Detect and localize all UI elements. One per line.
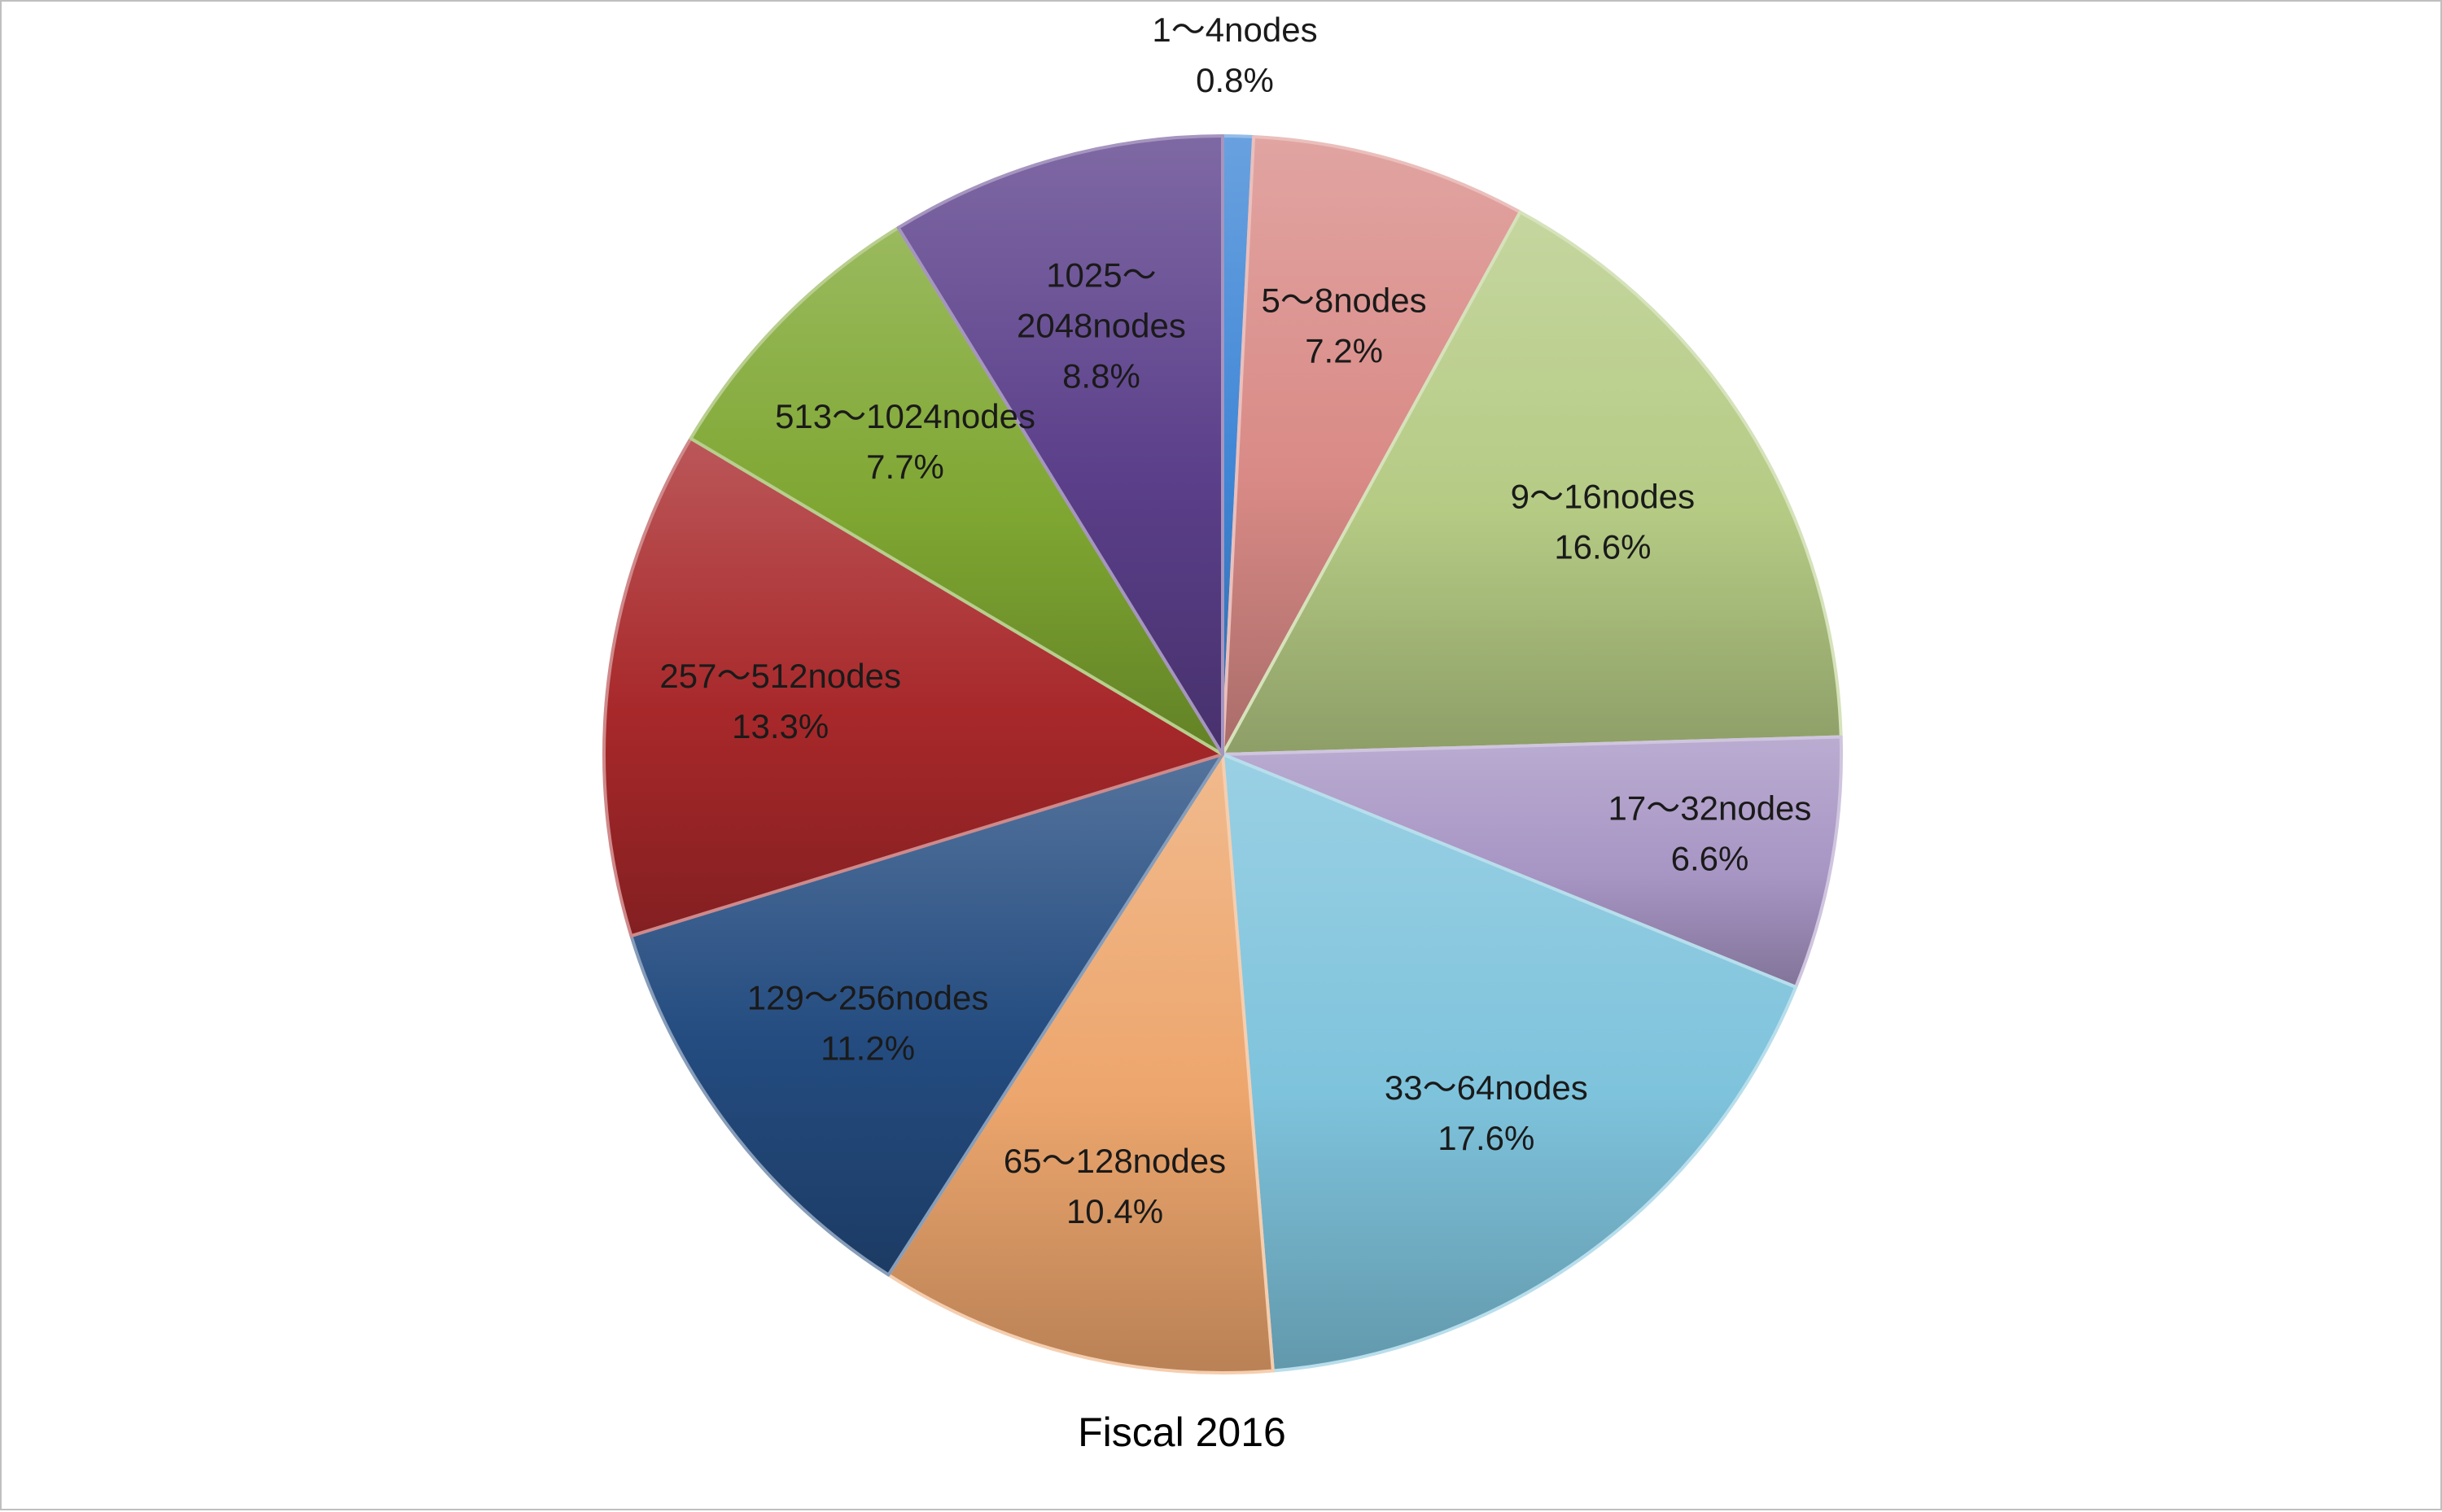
slice-name: 1025～ bbox=[1046, 256, 1156, 294]
pie-slice-129～256nodes bbox=[629, 753, 1224, 1277]
slice-name: 2048nodes bbox=[1017, 306, 1186, 344]
slice-name: 9～16nodes bbox=[1511, 478, 1696, 516]
slice-label: 5～8nodes 7.2% bbox=[1261, 281, 1426, 369]
pie-slice-9～16nodes bbox=[1221, 210, 1843, 756]
slice-name: 17～32nodes bbox=[1608, 789, 1812, 827]
slice-name: 33～64nodes bbox=[1385, 1068, 1588, 1107]
pie-slice-33～64nodes bbox=[1221, 753, 1798, 1373]
pie-slices bbox=[602, 134, 1844, 1374]
slice-name: 257～512nodes bbox=[659, 657, 901, 695]
slice-percent: 16.6% bbox=[1554, 528, 1651, 566]
slice-label: 513～1024nodes 7.7% bbox=[775, 397, 1035, 486]
slice-percent: 0.8% bbox=[1196, 61, 1274, 99]
pie-slice-257～512nodes bbox=[602, 436, 1224, 938]
slice-percent: 7.2% bbox=[1305, 331, 1383, 369]
slice-percent: 7.7% bbox=[866, 448, 944, 486]
slice-name: 513～1024nodes bbox=[775, 397, 1035, 435]
slice-name: 129～256nodes bbox=[747, 979, 989, 1017]
pie-slice-513～1024nodes bbox=[689, 225, 1224, 756]
slice-percent: 11.2% bbox=[821, 1029, 915, 1068]
slice-label: 1025～ 2048nodes 8.8% bbox=[1017, 256, 1186, 395]
pie-slice-1025～2048nodes bbox=[896, 134, 1224, 756]
pie-slice-65～128nodes bbox=[886, 753, 1275, 1374]
slice-percent: 17.6% bbox=[1438, 1119, 1534, 1157]
slice-label: 65～128nodes 10.4% bbox=[1004, 1142, 1226, 1230]
pie-slice-5～8nodes bbox=[1221, 134, 1522, 756]
slice-label: 17～32nodes 6.6% bbox=[1608, 789, 1812, 877]
slice-name: 1～4nodes bbox=[1152, 11, 1317, 49]
slice-labels: 1～4nodes 0.8% 5～8nodes 7.2% 9～16nodes 16.6% 17… bbox=[659, 11, 1811, 1230]
chart-caption: Fiscal 2016 bbox=[1078, 1409, 1286, 1455]
slice-name: 65～128nodes bbox=[1004, 1142, 1226, 1180]
pie-slice-17～32nodes bbox=[1221, 735, 1844, 989]
slice-percent: 10.4% bbox=[1066, 1192, 1163, 1230]
slice-label: 1～4nodes 0.8% bbox=[1152, 11, 1317, 99]
slice-label: 33～64nodes 17.6% bbox=[1385, 1068, 1588, 1157]
slice-label: 257～512nodes 13.3% bbox=[659, 657, 901, 745]
slice-name: 5～8nodes bbox=[1261, 281, 1426, 319]
slice-label: 129～256nodes 11.2% bbox=[747, 979, 989, 1068]
slice-percent: 13.3% bbox=[732, 707, 829, 745]
slice-percent: 8.8% bbox=[1062, 356, 1140, 395]
slice-label: 9～16nodes 16.6% bbox=[1511, 478, 1696, 566]
slice-percent: 6.6% bbox=[1671, 839, 1749, 877]
